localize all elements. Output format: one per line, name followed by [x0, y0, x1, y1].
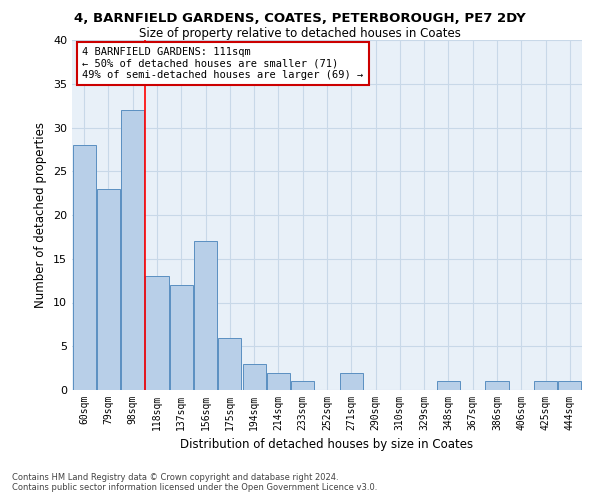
Bar: [242, 364, 266, 390]
Bar: [559, 381, 581, 390]
Bar: [267, 372, 290, 390]
X-axis label: Distribution of detached houses by size in Coates: Distribution of detached houses by size …: [181, 438, 473, 452]
Bar: [194, 242, 217, 390]
Bar: [291, 381, 314, 390]
Text: 4, BARNFIELD GARDENS, COATES, PETERBOROUGH, PE7 2DY: 4, BARNFIELD GARDENS, COATES, PETERBOROU…: [74, 12, 526, 26]
Text: Contains HM Land Registry data © Crown copyright and database right 2024.
Contai: Contains HM Land Registry data © Crown c…: [12, 473, 377, 492]
Text: Size of property relative to detached houses in Coates: Size of property relative to detached ho…: [139, 28, 461, 40]
Bar: [170, 285, 193, 390]
Bar: [485, 381, 509, 390]
Y-axis label: Number of detached properties: Number of detached properties: [34, 122, 47, 308]
Bar: [534, 381, 557, 390]
Text: 4 BARNFIELD GARDENS: 111sqm
← 50% of detached houses are smaller (71)
49% of sem: 4 BARNFIELD GARDENS: 111sqm ← 50% of det…: [82, 47, 364, 80]
Bar: [218, 338, 241, 390]
Bar: [437, 381, 460, 390]
Bar: [340, 372, 363, 390]
Bar: [121, 110, 144, 390]
Bar: [145, 276, 169, 390]
Bar: [97, 188, 120, 390]
Bar: [73, 145, 95, 390]
